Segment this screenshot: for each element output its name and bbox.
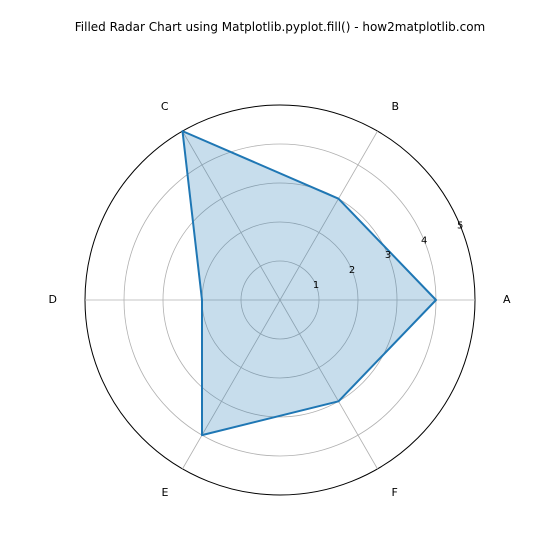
axis-label: F [392,486,398,499]
r-tick-label: 1 [313,280,319,291]
r-tick-label: 2 [349,265,355,276]
radar-chart: Filled Radar Chart using Matplotlib.pypl… [0,0,560,560]
r-tick-label: 5 [457,220,463,231]
axis-label: A [503,293,511,306]
r-tick-label: 3 [385,250,391,261]
r-tick-label: 4 [421,235,427,246]
axis-label: B [392,100,400,113]
axis-label: C [161,100,169,113]
radar-svg: A B C D E F 1 2 3 4 5 [0,0,560,560]
chart-title: Filled Radar Chart using Matplotlib.pypl… [0,20,560,34]
axis-label: D [49,293,57,306]
axis-label: E [162,486,169,499]
